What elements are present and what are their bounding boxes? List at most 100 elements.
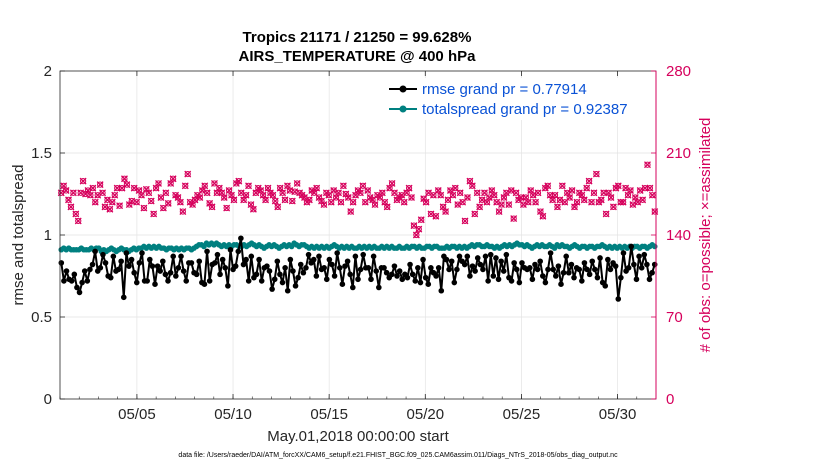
series-point-rmse <box>537 258 543 265</box>
series-point-rmse <box>597 255 603 261</box>
obs-assimilated-marker <box>420 195 428 203</box>
series-point-rmse <box>532 261 538 268</box>
series-point-rmse <box>256 256 262 263</box>
series-point-rmse <box>183 278 190 284</box>
obs-possible-marker <box>230 196 238 203</box>
obs-count-point <box>164 199 172 207</box>
obs-possible-marker <box>593 170 600 178</box>
series-point-rmse <box>152 281 158 288</box>
obs-possible-marker <box>559 182 566 189</box>
obs-possible-marker <box>170 175 177 182</box>
obs-possible-marker <box>505 201 512 208</box>
obs-count-point <box>181 182 189 190</box>
obs-count-point <box>176 198 184 206</box>
series-point-rmse <box>97 265 104 271</box>
obs-possible-marker <box>452 185 459 192</box>
obs-possible-marker <box>116 202 123 209</box>
obs-assimilated-marker <box>91 198 99 206</box>
series-point-rmse <box>477 261 484 268</box>
obs-possible-marker <box>474 189 481 196</box>
series-point-rmse <box>305 251 312 258</box>
series-point-rmse <box>120 294 127 301</box>
obs-assimilated-marker <box>583 184 591 192</box>
obs-possible-marker <box>335 189 342 196</box>
obs-assimilated-marker <box>206 199 214 207</box>
obs-possible-marker <box>320 201 328 208</box>
series-point-rmse <box>323 276 330 283</box>
obs-assimilated-marker <box>651 208 659 216</box>
x-tick-label: 05/05 <box>118 406 156 423</box>
obs-possible-marker <box>607 194 615 201</box>
series-point-rmse <box>415 265 421 271</box>
obs-possible-marker <box>281 196 289 203</box>
series-point-rmse <box>433 273 439 279</box>
obs-count-point <box>490 191 498 199</box>
obs-assimilated-marker <box>471 210 479 218</box>
series-point-rmse <box>389 271 395 278</box>
series-point-rmse <box>193 271 200 278</box>
obs-count-point <box>67 203 75 211</box>
obs-assimilated-marker <box>464 194 471 201</box>
series-point-rmse <box>394 273 400 279</box>
obs-assimilated-marker <box>67 203 75 211</box>
obs-count-point <box>293 179 301 187</box>
obs-assimilated-marker <box>588 198 595 206</box>
obs-count-point <box>349 198 357 206</box>
obs-count-point <box>305 196 313 204</box>
obs-possible-marker <box>165 200 172 207</box>
series-point-rmse <box>126 263 132 269</box>
obs-count-point <box>626 187 634 194</box>
obs-possible-marker <box>459 199 466 206</box>
obs-assimilated-marker <box>607 194 615 201</box>
obs-count-point <box>96 181 104 189</box>
series-point-rmse <box>248 253 255 260</box>
series-point-rmse <box>558 281 564 288</box>
obs-assimilated-marker <box>339 182 347 190</box>
series-point-rmse <box>365 265 372 271</box>
series-point-rmse <box>480 266 486 273</box>
series-point-rmse <box>584 266 590 273</box>
series-point-rmse <box>76 289 83 296</box>
series-point-rmse <box>162 271 169 278</box>
series-point-rmse <box>149 263 156 269</box>
obs-possible-marker <box>184 170 191 178</box>
series-point-rmse <box>435 265 442 271</box>
obs-possible-marker <box>294 180 301 187</box>
series-point-rmse <box>500 268 507 274</box>
obs-possible-marker <box>106 206 113 213</box>
series-point-rmse <box>331 273 338 279</box>
series-point-rmse <box>178 253 184 260</box>
series-point-rmse <box>539 273 546 279</box>
obs-count-point <box>464 194 471 201</box>
series-point-rmse <box>498 258 504 265</box>
obs-assimilated-marker <box>142 185 150 193</box>
obs-count-point <box>201 182 209 190</box>
obs-possible-marker <box>65 196 72 203</box>
obs-count-point <box>116 202 124 210</box>
obs-assimilated-marker <box>364 187 372 194</box>
obs-count-point <box>220 194 228 201</box>
obs-possible-marker <box>415 226 422 233</box>
obs-assimilated-marker <box>133 198 141 206</box>
obs-assimilated-marker <box>349 198 357 206</box>
obs-assimilated-marker <box>646 184 654 192</box>
obs-assimilated-marker <box>121 175 128 183</box>
obs-count-point <box>86 191 94 199</box>
series-point-rmse <box>542 279 549 286</box>
obs-count-point <box>339 182 347 190</box>
obs-possible-marker <box>325 192 332 199</box>
series-point-rmse <box>313 273 320 279</box>
obs-count-point <box>203 189 211 197</box>
obs-assimilated-marker <box>269 191 277 199</box>
series-point-rmse <box>451 279 458 286</box>
series-point-rmse <box>196 258 203 265</box>
series-point-rmse <box>566 269 572 276</box>
series-point-rmse <box>644 261 650 268</box>
obs-assimilated-marker <box>79 177 87 185</box>
obs-count-point <box>378 189 386 197</box>
series-point-rmse <box>508 278 515 284</box>
x-axis: 05/05 05/10 05/15 05/20 05/25 05/30 <box>59 71 657 423</box>
series-point-rmse <box>526 265 533 271</box>
obs-assimilated-marker <box>72 210 80 218</box>
series-point-rmse <box>446 266 452 273</box>
